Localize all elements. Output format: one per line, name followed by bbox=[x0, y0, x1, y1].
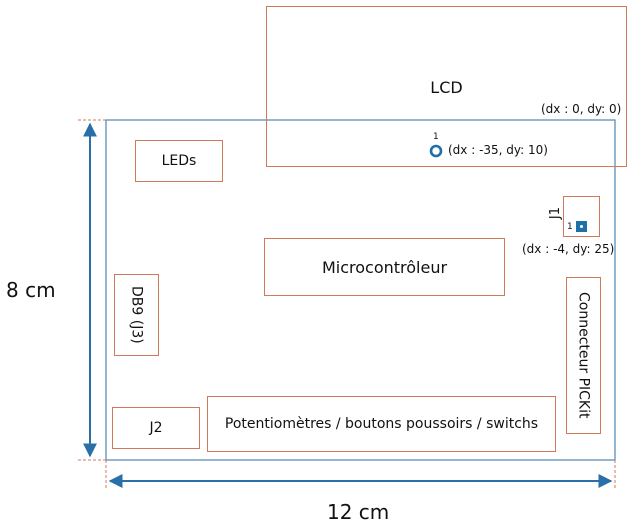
j1-pin1-number: 1 bbox=[567, 222, 573, 232]
lcd-label: LCD bbox=[430, 78, 463, 97]
pickit-connector-box: Connecteur PICKit bbox=[566, 277, 601, 434]
leds-label: LEDs bbox=[161, 153, 197, 169]
leds-box: LEDs bbox=[135, 140, 223, 182]
lcd-box: LCD bbox=[266, 6, 627, 167]
pots-buttons-switches-label: Potentiomètres / boutons poussoirs / swi… bbox=[224, 416, 539, 432]
db9-label: DB9 (J3) bbox=[128, 286, 145, 344]
lcd-pin-offset-label: (dx : -35, dy: 10) bbox=[448, 143, 548, 157]
height-dimension-label: 8 cm bbox=[6, 278, 56, 302]
j1-label: J1 bbox=[548, 207, 563, 220]
j1-pin1-square bbox=[576, 221, 587, 232]
j1-offset-label: (dx : -4, dy: 25) bbox=[522, 242, 615, 256]
j2-label: J2 bbox=[149, 420, 163, 436]
pots-buttons-switches-box: Potentiomètres / boutons poussoirs / swi… bbox=[207, 396, 556, 452]
width-dimension-label: 12 cm bbox=[327, 500, 390, 524]
j2-box: J2 bbox=[112, 407, 200, 449]
lcd-offset-label: (dx : 0, dy: 0) bbox=[541, 102, 622, 116]
lcd-pin1-number: 1 bbox=[433, 132, 439, 142]
board-outline bbox=[105, 119, 616, 461]
lcd-pin1-marker bbox=[429, 144, 443, 158]
j1-box bbox=[563, 196, 600, 237]
db9-box: DB9 (J3) bbox=[114, 274, 159, 356]
microcontroller-label: Microcontrôleur bbox=[321, 257, 448, 277]
pickit-connector-label: Connecteur PICKit bbox=[575, 292, 592, 419]
microcontroller-box: Microcontrôleur bbox=[264, 238, 505, 296]
